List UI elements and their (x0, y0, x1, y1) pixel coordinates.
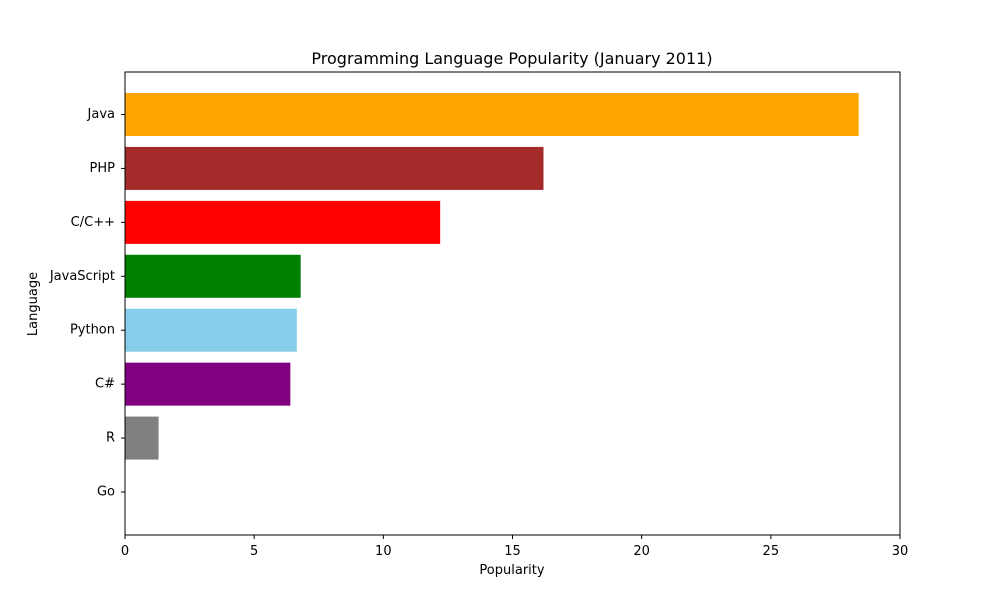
y-tick-label-r: R (106, 431, 115, 446)
bars-group (125, 93, 859, 460)
x-tick-label-15: 15 (504, 544, 521, 559)
chart-title: Programming Language Popularity (January… (311, 49, 712, 68)
y-tick-label-java: Java (87, 107, 115, 122)
x-tick-label-0: 0 (121, 544, 129, 559)
bar-php (125, 146, 544, 190)
bar-r (125, 416, 159, 460)
x-axis-label: Popularity (479, 563, 544, 578)
x-tick-label-10: 10 (375, 544, 392, 559)
bar-java (125, 93, 859, 136)
plot-frame (124, 71, 901, 536)
y-axis-label: Language (26, 272, 41, 336)
bar-javascript (125, 254, 301, 298)
x-axis: 0 5 10 15 20 25 30 (121, 535, 908, 559)
x-tick-label-20: 20 (633, 544, 650, 559)
bar-c-c (125, 200, 441, 244)
x-tick-label-5: 5 (250, 544, 258, 559)
y-tick-label-go: Go (97, 485, 115, 500)
y-tick-label-php: PHP (90, 161, 116, 176)
x-tick-label-25: 25 (763, 544, 780, 559)
bar-c (125, 362, 291, 406)
y-axis: Java PHP C/C++ JavaScript Python C# R Go (49, 107, 125, 500)
y-tick-label-c: C# (95, 377, 115, 392)
y-tick-label-c-c: C/C++ (71, 215, 115, 230)
bar-python (125, 308, 297, 352)
x-tick-label-30: 30 (892, 544, 909, 559)
y-tick-label-javascript: JavaScript (49, 269, 115, 284)
y-tick-label-python: Python (70, 323, 115, 338)
